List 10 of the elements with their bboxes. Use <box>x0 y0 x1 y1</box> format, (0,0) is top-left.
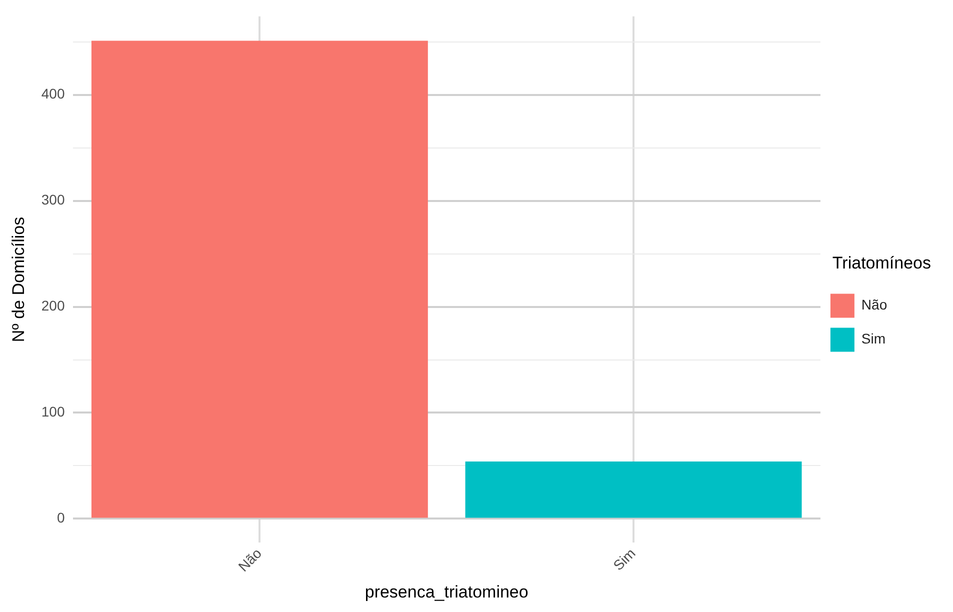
y-axis-title: Nº de Domicílios <box>8 216 28 342</box>
legend-label: Sim <box>861 330 886 347</box>
y-tick-label: 100 <box>41 404 65 420</box>
y-tick-label: 200 <box>41 298 65 314</box>
y-tick-label: 400 <box>41 86 65 102</box>
y-tick-label: 300 <box>41 192 65 208</box>
y-tick-label: 0 <box>56 510 65 526</box>
x-axis-title: presenca_triatomineo <box>364 582 528 602</box>
legend-label: Não <box>861 296 888 313</box>
legend-title: Triatomíneos <box>832 253 932 272</box>
